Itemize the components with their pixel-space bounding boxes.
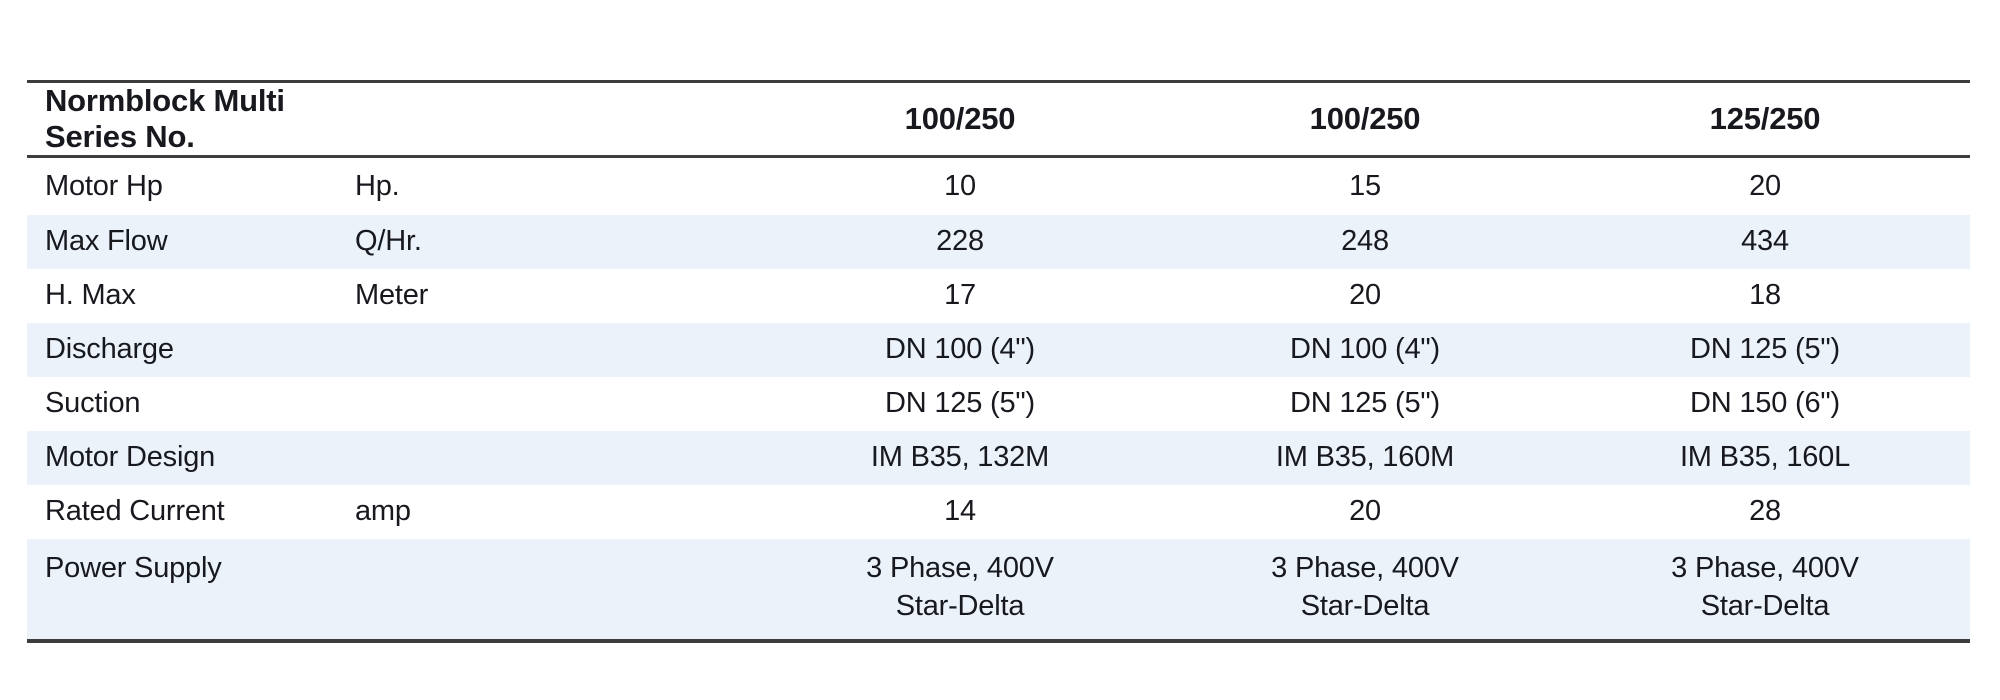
table-row: Motor Hp Hp. 10 15 20 bbox=[27, 157, 1970, 215]
spec-table: Normblock Multi Series No. 100/250 100/2… bbox=[27, 80, 1970, 643]
cell-value: 434 bbox=[1741, 225, 1789, 257]
row-unit: Hp. bbox=[355, 169, 400, 202]
cell-value: 28 bbox=[1749, 495, 1781, 527]
column-header-model-3: 125/250 bbox=[1709, 101, 1821, 136]
row-label: Rated Current bbox=[45, 495, 225, 527]
unit-column-header bbox=[345, 82, 750, 157]
cell-value: DN 125 (5") bbox=[1690, 333, 1840, 365]
cell-value: 18 bbox=[1749, 279, 1781, 311]
row-unit bbox=[345, 323, 750, 377]
cell-value: DN 100 (4") bbox=[885, 333, 1035, 365]
table-row: Discharge DN 100 (4") DN 100 (4") DN 125… bbox=[27, 322, 1970, 377]
cell-value: IM B35, 160L bbox=[1679, 441, 1851, 473]
row-label: Motor Design bbox=[45, 441, 216, 473]
table-row: Rated Current amp 14 20 28 bbox=[27, 485, 1970, 539]
header-row: Normblock Multi Series No. 100/250 100/2… bbox=[27, 82, 1970, 157]
table-row: Power Supply 3 Phase, 400V Star-Delta 3 … bbox=[27, 538, 1970, 641]
cell-value: 17 bbox=[944, 279, 976, 311]
row-label: Motor Hp bbox=[45, 169, 163, 202]
row-label: Suction bbox=[45, 387, 141, 419]
cell-value: DN 150 (6") bbox=[1690, 387, 1840, 419]
row-label: Discharge bbox=[45, 333, 174, 365]
row-unit bbox=[345, 377, 750, 431]
cell-value: 20 bbox=[1749, 169, 1781, 202]
row-label: Max Flow bbox=[45, 225, 168, 257]
row-label: H. Max bbox=[45, 279, 136, 311]
cell-value: 20 bbox=[1349, 495, 1381, 527]
table-row: Motor Design IM B35, 132M IM B35, 160M I… bbox=[27, 430, 1970, 485]
cell-value: 3 Phase, 400V Star-Delta bbox=[1271, 551, 1459, 622]
cell-value: 14 bbox=[944, 495, 976, 527]
cell-value: IM B35, 132M bbox=[870, 441, 1050, 473]
cell-value: 3 Phase, 400V Star-Delta bbox=[866, 551, 1054, 622]
row-unit bbox=[345, 539, 750, 641]
row-unit: amp bbox=[355, 495, 411, 527]
table-row: Suction DN 125 (5") DN 125 (5") DN 150 (… bbox=[27, 377, 1970, 431]
cell-value: 228 bbox=[936, 225, 984, 257]
cell-value: 10 bbox=[944, 169, 976, 202]
row-unit bbox=[345, 431, 750, 485]
table-row: Max Flow Q/Hr. 228 248 434 bbox=[27, 214, 1970, 269]
column-header-model-2: 100/250 bbox=[1309, 101, 1421, 136]
cell-value: 248 bbox=[1341, 225, 1389, 257]
column-header-model-1: 100/250 bbox=[904, 101, 1016, 136]
cell-value: 20 bbox=[1349, 279, 1381, 311]
cell-value: IM B35, 160M bbox=[1275, 441, 1455, 473]
row-unit: Q/Hr. bbox=[355, 225, 422, 257]
cell-value: DN 100 (4") bbox=[1290, 333, 1440, 365]
cell-value: 3 Phase, 400V Star-Delta bbox=[1671, 551, 1859, 622]
table-header: Normblock Multi Series No. 100/250 100/2… bbox=[27, 82, 1970, 157]
table-title: Normblock Multi Series No. bbox=[45, 83, 285, 154]
row-label: Power Supply bbox=[45, 551, 222, 584]
row-unit: Meter bbox=[355, 279, 429, 311]
cell-value: 15 bbox=[1349, 169, 1381, 202]
cell-value: DN 125 (5") bbox=[885, 387, 1035, 419]
table-body: Motor Hp Hp. 10 15 20 Max Flow Q/Hr. 228… bbox=[27, 157, 1970, 641]
table-row: H. Max Meter 17 20 18 bbox=[27, 269, 1970, 323]
cell-value: DN 125 (5") bbox=[1290, 387, 1440, 419]
